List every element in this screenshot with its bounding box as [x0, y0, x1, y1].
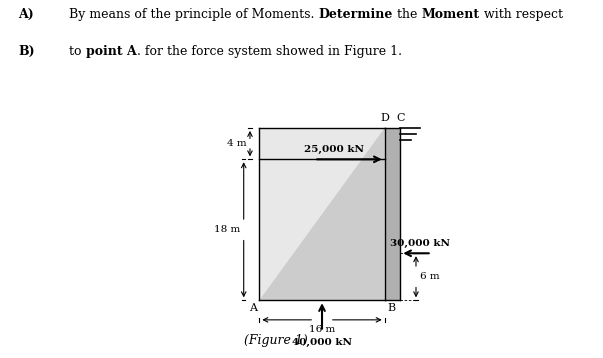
Text: D: D	[380, 112, 389, 122]
Text: Moment: Moment	[421, 8, 479, 21]
Text: A): A)	[18, 8, 34, 21]
Text: A: A	[249, 304, 257, 313]
Polygon shape	[259, 128, 385, 300]
Text: point A: point A	[86, 45, 137, 58]
Text: 25,000 kN: 25,000 kN	[304, 145, 364, 154]
Polygon shape	[385, 128, 400, 300]
Text: . for the force system showed in Figure 1.: . for the force system showed in Figure …	[137, 45, 402, 58]
Text: B): B)	[18, 45, 35, 58]
Text: with respect: with respect	[479, 8, 563, 21]
Text: 6 m: 6 m	[420, 272, 440, 281]
Text: 30,000 kN: 30,000 kN	[390, 239, 450, 248]
Text: Determine: Determine	[319, 8, 393, 21]
Text: 16 m: 16 m	[309, 325, 335, 334]
Text: By means of the principle of Moments.: By means of the principle of Moments.	[69, 8, 319, 21]
Polygon shape	[259, 128, 385, 300]
Text: C: C	[396, 112, 405, 122]
Text: 4 m: 4 m	[227, 139, 247, 148]
Text: the: the	[393, 8, 421, 21]
Text: (Figure 1): (Figure 1)	[244, 334, 308, 347]
Text: to: to	[69, 45, 86, 58]
Text: 40,000 kN: 40,000 kN	[292, 338, 352, 347]
Text: 18 m: 18 m	[214, 225, 241, 234]
Text: B: B	[387, 304, 395, 313]
